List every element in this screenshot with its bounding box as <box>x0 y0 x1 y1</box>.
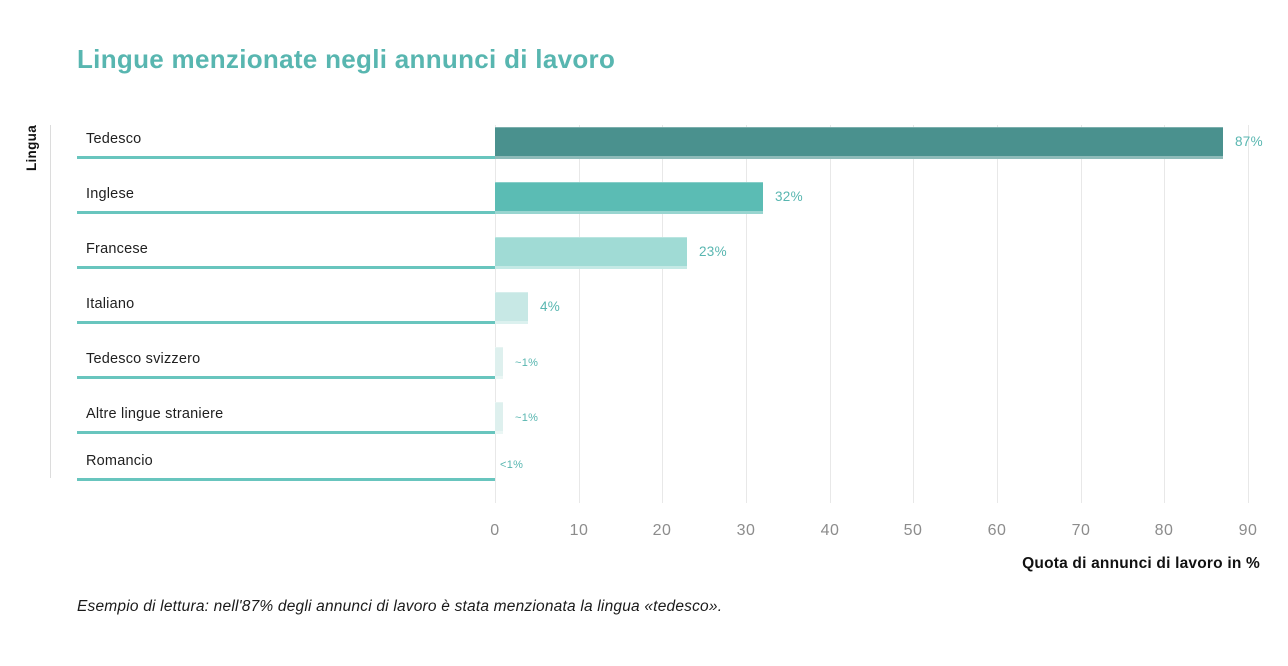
row-baseline <box>77 156 495 159</box>
x-tick-label: 80 <box>1154 522 1174 539</box>
reading-example-note: Esempio di lettura: nell'87% degli annun… <box>77 598 723 615</box>
x-tick-label: 90 <box>1238 522 1258 539</box>
x-tick-label: 10 <box>569 522 589 539</box>
gridline <box>662 125 663 503</box>
value-label: ~1% <box>515 357 539 369</box>
row-baseline <box>77 211 495 214</box>
value-label: ~1% <box>515 412 539 424</box>
gridline <box>830 125 831 503</box>
value-label: 32% <box>775 189 803 204</box>
row-baseline <box>77 266 495 269</box>
x-tick-label: 20 <box>652 522 672 539</box>
x-tick-label: 30 <box>736 522 756 539</box>
bar <box>495 237 687 269</box>
category-label: Francese <box>86 241 149 257</box>
category-label: Tedesco svizzero <box>86 351 201 367</box>
category-label: Italiano <box>86 296 135 312</box>
x-tick-label: 40 <box>820 522 840 539</box>
gridline <box>579 125 580 503</box>
gridline <box>997 125 998 503</box>
gridline <box>1081 125 1082 503</box>
row-baseline <box>77 321 495 324</box>
value-label: 4% <box>540 299 561 314</box>
x-tick-label: 70 <box>1071 522 1091 539</box>
gridline <box>746 125 747 503</box>
gridline <box>913 125 914 503</box>
chart-title: Lingue menzionate negli annunci di lavor… <box>77 44 616 74</box>
row-baseline <box>77 478 495 481</box>
bar <box>495 127 1223 159</box>
x-axis-title: Quota di annunci di lavoro in % <box>1022 555 1260 572</box>
y-axis-title: Lingua <box>24 125 39 172</box>
category-label: Tedesco <box>86 131 142 147</box>
category-label: Romancio <box>86 453 153 469</box>
x-tick-label: 0 <box>490 522 500 539</box>
value-label: 87% <box>1235 134 1263 149</box>
row-baseline <box>77 431 495 434</box>
gridline <box>1248 125 1249 503</box>
y-axis-line <box>50 125 51 478</box>
row-baseline <box>77 376 495 379</box>
bar <box>495 292 528 324</box>
x-tick-label: 50 <box>903 522 923 539</box>
value-label: 23% <box>699 244 727 259</box>
bar <box>495 402 503 434</box>
bar <box>495 347 503 379</box>
value-label: <1% <box>500 459 524 471</box>
category-label: Altre lingue straniere <box>86 406 224 422</box>
gridline <box>1164 125 1165 503</box>
category-label: Inglese <box>86 186 135 202</box>
x-tick-label: 60 <box>987 522 1007 539</box>
bar <box>495 182 763 214</box>
